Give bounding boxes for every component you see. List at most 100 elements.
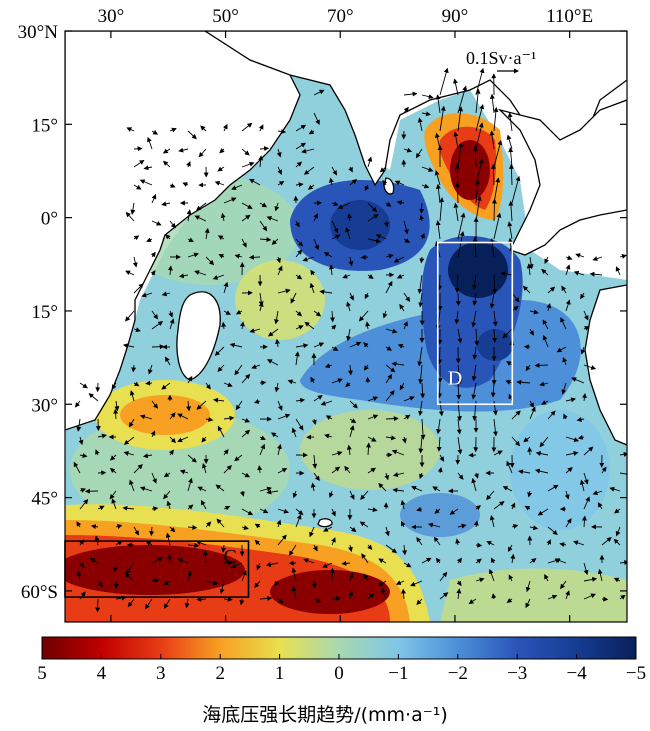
flow-vector bbox=[187, 570, 192, 582]
flow-vector bbox=[385, 253, 394, 259]
flow-vector bbox=[95, 449, 100, 456]
flow-vector bbox=[266, 359, 279, 366]
flow-vector bbox=[201, 463, 207, 474]
flow-vector bbox=[378, 580, 387, 587]
flow-vector bbox=[165, 532, 171, 546]
flow-vector bbox=[310, 482, 316, 492]
flow-vector bbox=[427, 522, 441, 528]
flow-vector bbox=[187, 237, 194, 243]
flow-vector bbox=[145, 380, 153, 386]
flow-vector bbox=[214, 180, 225, 186]
flow-vector bbox=[542, 319, 549, 330]
flow-vector bbox=[457, 472, 464, 480]
flow-vector bbox=[493, 501, 505, 510]
flow-vector bbox=[277, 181, 285, 186]
flow-vector bbox=[76, 418, 82, 432]
flow-vector bbox=[492, 418, 498, 437]
flow-vector bbox=[563, 413, 568, 420]
flow-vector bbox=[439, 67, 449, 96]
flow-vector bbox=[420, 382, 426, 399]
flow-vector bbox=[472, 346, 478, 360]
flow-vector bbox=[187, 477, 193, 492]
flow-vector bbox=[516, 379, 531, 385]
flow-vector bbox=[492, 400, 498, 416]
flow-vector bbox=[312, 544, 318, 552]
flow-vector bbox=[488, 568, 495, 582]
flow-vector bbox=[457, 142, 464, 168]
flow-vector bbox=[214, 346, 225, 356]
flow-vector bbox=[565, 397, 577, 403]
flow-vector bbox=[308, 129, 315, 135]
flow-vector bbox=[475, 103, 485, 132]
region-box-c bbox=[64, 540, 250, 598]
flow-vector bbox=[437, 382, 443, 399]
flow-vector bbox=[418, 292, 424, 308]
flow-vector bbox=[475, 558, 482, 564]
flow-vector bbox=[277, 288, 291, 294]
flow-vector bbox=[331, 166, 337, 176]
colorbar-ticks: 5 4 3 2 1 0 −1 −2 −3 −4 −5 bbox=[37, 654, 646, 684]
flow-vector bbox=[259, 220, 268, 232]
flow-vector bbox=[274, 580, 280, 587]
australia bbox=[584, 284, 627, 446]
trend-field bbox=[65, 31, 627, 622]
flow-vector bbox=[322, 562, 333, 568]
flow-vector bbox=[259, 237, 272, 243]
flow-vector bbox=[437, 466, 443, 474]
flow-vector bbox=[453, 78, 459, 96]
flow-vector bbox=[169, 127, 177, 133]
colorbar-tick-label: −1 bbox=[388, 663, 408, 684]
flow-vector bbox=[546, 303, 552, 312]
flow-vector bbox=[249, 178, 261, 186]
flow-vector bbox=[127, 598, 135, 608]
flow-vector bbox=[313, 89, 325, 96]
flow-vector bbox=[435, 220, 441, 240]
kerguelen bbox=[317, 518, 333, 528]
flow-vector bbox=[168, 449, 174, 456]
flow-vector bbox=[367, 414, 379, 420]
flow-vector bbox=[217, 166, 225, 172]
flow-vector bbox=[313, 394, 323, 402]
flow-vector bbox=[367, 238, 382, 244]
flow-vector bbox=[561, 382, 567, 395]
flow-vector bbox=[241, 570, 247, 582]
flow-vector bbox=[508, 574, 514, 582]
lon-label: 90° bbox=[442, 6, 469, 27]
flow-vector bbox=[577, 434, 585, 440]
flow-vector bbox=[150, 270, 156, 276]
flow-vector bbox=[583, 562, 589, 576]
lat-label: 0° bbox=[41, 209, 58, 230]
flow-vector bbox=[417, 346, 423, 367]
flow-vector bbox=[434, 170, 441, 186]
flow-vector bbox=[502, 328, 513, 339]
flow-vector bbox=[76, 570, 82, 582]
flow-vector bbox=[151, 129, 159, 135]
flow-vector bbox=[580, 346, 586, 355]
flow-vector bbox=[364, 184, 370, 192]
flow-vector bbox=[420, 418, 426, 440]
flow-vector bbox=[187, 504, 194, 510]
flow-vector bbox=[258, 155, 264, 168]
flow-vector bbox=[223, 464, 232, 474]
flow-vector bbox=[401, 436, 407, 444]
flow-vector bbox=[349, 418, 357, 424]
flow-vector bbox=[416, 598, 423, 606]
flow-vector bbox=[295, 325, 304, 330]
flow-vector bbox=[133, 327, 141, 333]
flow-vector bbox=[162, 160, 171, 168]
flow-vector bbox=[472, 145, 478, 168]
flow-vector bbox=[88, 393, 99, 402]
flow-vector bbox=[277, 400, 283, 411]
flow-vector bbox=[167, 553, 173, 564]
flow-vector bbox=[382, 179, 388, 186]
flow-vector bbox=[399, 382, 405, 391]
flow-vector bbox=[435, 557, 441, 564]
flow-vector bbox=[125, 562, 135, 575]
flow-vector bbox=[133, 184, 142, 190]
flow-vector bbox=[222, 123, 228, 132]
flow-vector bbox=[565, 450, 579, 456]
flow-vector bbox=[223, 449, 229, 456]
flow-vector bbox=[277, 598, 284, 604]
flow-vector bbox=[259, 435, 266, 440]
